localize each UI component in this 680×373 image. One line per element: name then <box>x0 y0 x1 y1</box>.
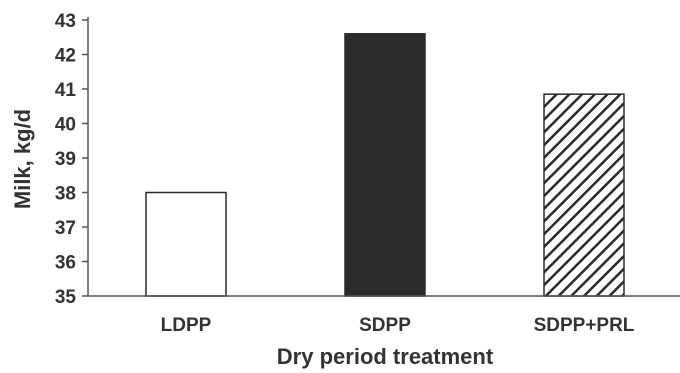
y-tick-label: 36 <box>55 253 76 274</box>
y-tick-label: 35 <box>55 287 77 308</box>
y-tick-label: 40 <box>55 115 76 136</box>
x-tick-label: SDPP <box>359 315 411 336</box>
bar-ldpp <box>145 191 227 297</box>
bar-sdpp-prl <box>543 93 625 297</box>
bars-group <box>145 33 625 297</box>
y-tick-label: 42 <box>55 46 76 67</box>
y-tick-label: 41 <box>55 80 77 101</box>
y-axis-title: Milk, kg/d <box>10 109 35 209</box>
y-tick-label: 38 <box>55 184 76 205</box>
axes-group <box>87 17 680 297</box>
y-tick-label: 39 <box>55 149 76 170</box>
x-tick-label: LDPP <box>161 315 212 336</box>
y-tick-label: 37 <box>55 218 76 239</box>
y-ticks-group: 35 36 37 38 39 40 41 42 43 <box>55 11 88 308</box>
bar-sdpp <box>344 33 426 297</box>
y-tick-label: 43 <box>55 11 76 32</box>
x-ticks-group: LDPP SDPP SDPP+PRL <box>161 315 635 336</box>
x-axis-title: Dry period treatment <box>277 344 494 369</box>
x-tick-label: SDPP+PRL <box>534 315 635 336</box>
